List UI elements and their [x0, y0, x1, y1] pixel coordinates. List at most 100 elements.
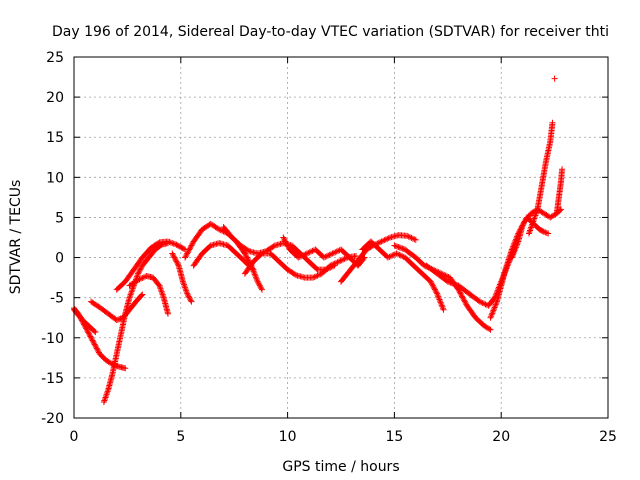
data-point: [311, 273, 318, 280]
data-point: [444, 278, 451, 285]
data-point: [399, 245, 406, 252]
data-point: [85, 329, 92, 336]
data-point: [182, 253, 189, 260]
data-point: [327, 262, 334, 269]
data-point: [241, 250, 248, 257]
data-point: [188, 242, 195, 249]
data-point: [458, 291, 465, 298]
grid-lines: [74, 57, 608, 418]
data-point: [512, 245, 519, 252]
data-point: [155, 240, 162, 247]
data-point: [408, 234, 415, 241]
data-point: [399, 253, 406, 260]
data-point: [255, 279, 262, 286]
data-point: [375, 239, 382, 246]
data-point: [244, 247, 251, 254]
data-point: [322, 253, 329, 260]
data-point: [252, 272, 259, 279]
axis-ticks: 0 5 10 15 20 25 -20 -15 -10 -5 0 5 10 15 20 25: [41, 50, 617, 445]
data-point: [216, 226, 223, 233]
data-point: [256, 281, 263, 288]
data-point: [86, 332, 93, 339]
y-tick-label: 10: [46, 170, 64, 186]
y-tick-label: 5: [55, 210, 64, 226]
data-point: [189, 241, 196, 248]
data-point: [489, 310, 496, 317]
data-point: [412, 236, 419, 243]
data-point: [489, 308, 496, 315]
data-point: [253, 275, 260, 282]
data-point: [508, 254, 515, 261]
data-point: [461, 297, 468, 304]
data-point: [84, 328, 91, 335]
data-point: [169, 240, 176, 247]
data-point: [437, 299, 444, 306]
data-point: [514, 241, 521, 248]
data-point: [85, 330, 92, 337]
data-point: [433, 289, 440, 296]
data-point: [430, 283, 437, 290]
data-point: [136, 276, 143, 283]
data-point: [481, 300, 488, 307]
data-point: [434, 290, 441, 297]
data-point: [284, 242, 291, 249]
data-point: [303, 250, 310, 257]
y-axis-label: SDTVAR / TECUs: [8, 180, 24, 295]
data-point: [476, 298, 483, 305]
data-point: [90, 338, 97, 345]
data-point: [461, 298, 468, 305]
data-point: [384, 235, 391, 242]
data-point: [330, 249, 337, 256]
data-point: [135, 269, 142, 276]
data-point: [390, 251, 397, 258]
data-point: [341, 255, 348, 262]
data-point: [139, 291, 146, 298]
data-point: [490, 307, 497, 314]
data-point: [333, 259, 340, 266]
data-point: [400, 246, 407, 253]
x-axis-label: GPS time / hours: [282, 459, 399, 475]
data-point: [392, 243, 399, 250]
data-point: [252, 274, 259, 281]
data-point: [135, 277, 142, 284]
data-point: [509, 253, 516, 260]
data-point: [187, 296, 194, 303]
data-point: [88, 334, 95, 341]
plot-frame: [73, 56, 609, 419]
data-point: [337, 257, 344, 264]
data-point: [164, 310, 171, 317]
data-point: [381, 237, 388, 244]
data-point: [427, 278, 434, 285]
data-point: [186, 246, 193, 253]
data-point: [448, 280, 455, 287]
data-point: [91, 328, 98, 335]
data-point: [122, 365, 129, 372]
data-point: [329, 250, 336, 257]
data-point: [254, 277, 261, 284]
data-point: [404, 232, 411, 239]
data-point: [187, 243, 194, 250]
data-point: [431, 285, 438, 292]
data-point: [459, 293, 466, 300]
data-point: [215, 225, 222, 232]
data-point: [438, 300, 445, 307]
data-point: [513, 242, 520, 249]
data-point: [280, 234, 287, 241]
data-point: [397, 252, 404, 259]
data-point: [382, 236, 389, 243]
data-point: [310, 274, 317, 281]
data-point: [334, 259, 341, 266]
data-point: [411, 236, 418, 243]
data-point: [91, 341, 98, 348]
data-point: [281, 235, 288, 242]
data-point: [139, 275, 146, 282]
data-point: [386, 253, 393, 260]
data-point: [396, 251, 403, 258]
data-point: [326, 251, 333, 258]
data-point: [431, 286, 438, 293]
data-point: [302, 251, 309, 258]
data-point: [446, 279, 453, 286]
data-point: [459, 294, 466, 301]
data-point: [512, 244, 519, 251]
data-point: [305, 249, 312, 256]
